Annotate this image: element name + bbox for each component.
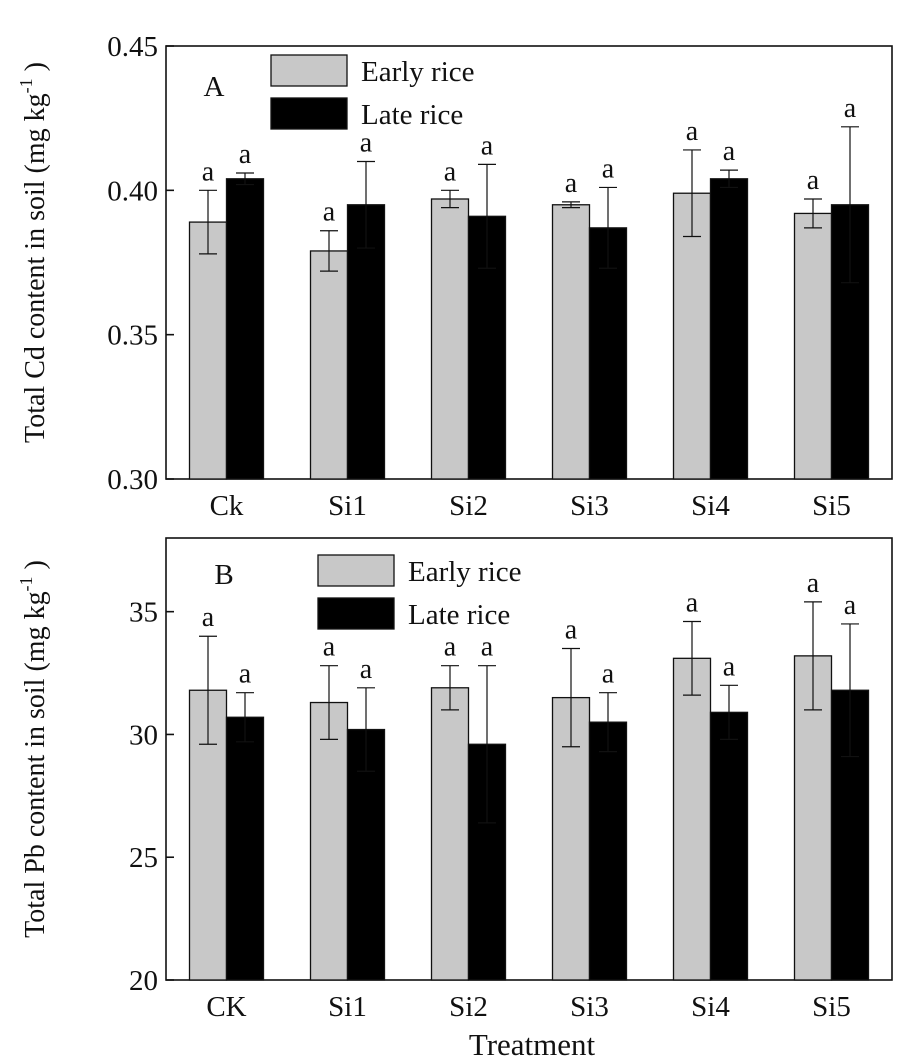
- significance-letter: a: [602, 153, 615, 184]
- legend-label: Early rice: [408, 556, 522, 588]
- bar: [225, 716, 265, 981]
- bar: [672, 657, 712, 981]
- y-axis-title: Total Cd content in soil (mg kg-1 ): [16, 62, 51, 443]
- y-tick-label: 35: [129, 597, 158, 629]
- bar: [430, 687, 470, 981]
- y-tick-label: 0.45: [107, 31, 158, 63]
- y-tick-label: 0.35: [107, 320, 158, 352]
- x-tick-label: Si4: [691, 490, 730, 522]
- bar: [588, 227, 628, 480]
- legend-label: Late rice: [361, 99, 463, 131]
- legend-swatch: [270, 97, 348, 130]
- x-axis-title: Treatment: [469, 1027, 596, 1062]
- plot-frame: [165, 45, 893, 480]
- bar: [709, 178, 749, 480]
- panel-label: A: [204, 71, 225, 103]
- x-tick-label: Si4: [691, 991, 730, 1023]
- significance-letter: a: [565, 168, 578, 199]
- legend-swatch: [317, 597, 395, 630]
- significance-letter: a: [323, 632, 336, 663]
- significance-letter: a: [202, 156, 215, 187]
- x-tick-label: CK: [206, 991, 246, 1023]
- y-tick-label: 30: [129, 719, 158, 751]
- x-tick-label: Si2: [449, 490, 488, 522]
- significance-letter: a: [602, 659, 615, 690]
- significance-letter: a: [807, 568, 820, 599]
- x-tick-label: Si2: [449, 991, 488, 1023]
- significance-letter: a: [444, 632, 457, 663]
- significance-letter: a: [239, 659, 252, 690]
- bar: [551, 204, 591, 480]
- significance-letter: a: [844, 93, 857, 124]
- y-tick-label: 0.30: [107, 464, 158, 496]
- significance-letter: a: [844, 590, 857, 621]
- bar: [793, 212, 833, 480]
- significance-letter: a: [481, 130, 494, 161]
- significance-letter: a: [323, 197, 336, 228]
- x-tick-label: Si1: [328, 991, 367, 1023]
- bar: [672, 192, 712, 480]
- bar: [188, 221, 228, 480]
- significance-letter: a: [723, 136, 736, 167]
- significance-letter: a: [565, 615, 578, 646]
- x-tick-label: Ck: [210, 490, 244, 522]
- legend-swatch: [317, 554, 395, 587]
- significance-letter: a: [481, 632, 494, 663]
- bar: [225, 178, 265, 480]
- x-tick-label: Si5: [812, 991, 851, 1023]
- significance-letter: a: [239, 139, 252, 170]
- significance-letter: a: [360, 127, 373, 158]
- x-tick-label: Si3: [570, 490, 609, 522]
- significance-letter: a: [360, 654, 373, 685]
- y-axis-title: Total Pb content in soil (mg kg-1 ): [16, 560, 51, 938]
- bar: [709, 711, 749, 981]
- y-tick-label: 20: [129, 965, 158, 997]
- x-tick-label: Si3: [570, 991, 609, 1023]
- significance-letter: a: [807, 165, 820, 196]
- significance-letter: a: [686, 587, 699, 618]
- significance-letter: a: [686, 116, 699, 147]
- bar: [588, 721, 628, 981]
- significance-letter: a: [723, 651, 736, 682]
- legend-label: Early rice: [361, 56, 475, 88]
- y-tick-label: 0.40: [107, 175, 158, 207]
- significance-letter: a: [444, 156, 457, 187]
- legend-swatch: [270, 54, 348, 87]
- plot-frame: [165, 537, 893, 981]
- y-tick-label: 25: [129, 842, 158, 874]
- bar: [309, 250, 349, 480]
- bar: [309, 701, 349, 981]
- significance-letter: a: [202, 602, 215, 633]
- legend-label: Late rice: [408, 599, 510, 631]
- x-tick-label: Si5: [812, 490, 851, 522]
- x-tick-label: Si1: [328, 490, 367, 522]
- bar: [430, 198, 470, 480]
- panel-label: B: [214, 559, 233, 591]
